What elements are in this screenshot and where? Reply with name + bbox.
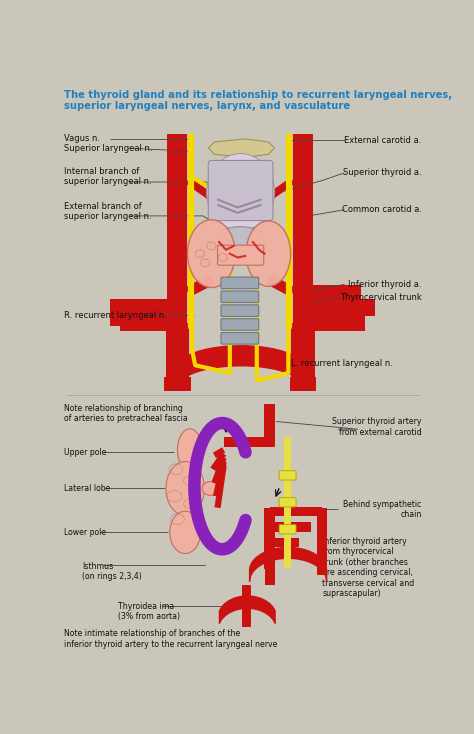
FancyBboxPatch shape: [166, 323, 189, 377]
FancyBboxPatch shape: [242, 611, 251, 627]
Text: Superior thyroid a.: Superior thyroid a.: [343, 168, 421, 178]
FancyBboxPatch shape: [270, 507, 322, 516]
Text: Thyrocervical trunk: Thyrocervical trunk: [340, 293, 421, 302]
Polygon shape: [210, 452, 226, 471]
Text: The thyroid gland and its relationship to recurrent laryngeal nerves,
superior l: The thyroid gland and its relationship t…: [64, 90, 452, 112]
Polygon shape: [266, 275, 295, 297]
Text: Superior thyroid artery
from external carotid: Superior thyroid artery from external ca…: [332, 417, 421, 437]
Text: Common carotid a.: Common carotid a.: [342, 206, 421, 214]
Ellipse shape: [170, 511, 201, 553]
FancyBboxPatch shape: [221, 305, 259, 316]
FancyBboxPatch shape: [224, 437, 275, 447]
Text: L. recurrent laryngeal n.: L. recurrent laryngeal n.: [292, 359, 393, 368]
Text: Isthmus
(on rings 2,3,4): Isthmus (on rings 2,3,4): [82, 562, 142, 581]
Text: External carotid a.: External carotid a.: [344, 136, 421, 145]
Ellipse shape: [188, 219, 235, 288]
Polygon shape: [213, 461, 227, 497]
FancyBboxPatch shape: [279, 498, 296, 507]
FancyBboxPatch shape: [279, 525, 296, 534]
FancyBboxPatch shape: [270, 538, 299, 547]
FancyBboxPatch shape: [167, 134, 188, 323]
FancyBboxPatch shape: [317, 508, 327, 575]
FancyBboxPatch shape: [218, 245, 264, 265]
FancyBboxPatch shape: [313, 299, 374, 316]
Text: Lower pole: Lower pole: [64, 528, 106, 537]
FancyBboxPatch shape: [290, 377, 316, 390]
Text: Behind sympathetic
chain: Behind sympathetic chain: [343, 500, 421, 519]
Ellipse shape: [177, 429, 202, 471]
FancyBboxPatch shape: [264, 404, 275, 443]
Text: Internal branch of
superior laryngeal n.: Internal branch of superior laryngeal n.: [64, 167, 152, 186]
Text: External branch of
superior laryngeal n.: External branch of superior laryngeal n.: [64, 202, 152, 221]
Polygon shape: [185, 275, 215, 297]
Text: Thyroidea ima
(3% from aorta): Thyroidea ima (3% from aorta): [118, 602, 180, 621]
Text: Upper pole: Upper pole: [64, 448, 107, 457]
FancyBboxPatch shape: [164, 377, 191, 390]
FancyBboxPatch shape: [264, 508, 275, 570]
Polygon shape: [214, 465, 227, 508]
FancyBboxPatch shape: [292, 323, 315, 377]
FancyBboxPatch shape: [208, 161, 273, 220]
FancyBboxPatch shape: [221, 333, 259, 344]
Ellipse shape: [217, 227, 264, 250]
FancyBboxPatch shape: [110, 312, 124, 326]
FancyBboxPatch shape: [221, 277, 259, 288]
Text: Lateral lobe: Lateral lobe: [64, 484, 110, 493]
FancyBboxPatch shape: [242, 585, 251, 617]
Polygon shape: [213, 447, 225, 458]
FancyBboxPatch shape: [270, 523, 310, 531]
FancyBboxPatch shape: [313, 315, 365, 330]
FancyBboxPatch shape: [284, 437, 292, 568]
FancyBboxPatch shape: [221, 291, 259, 302]
Ellipse shape: [166, 462, 204, 515]
Text: Vagus n.: Vagus n.: [64, 134, 100, 143]
Text: Superior laryngeal n.: Superior laryngeal n.: [64, 144, 153, 153]
Text: Note relationship of branching
of arteries to pretracheal fascia: Note relationship of branching of arteri…: [64, 404, 188, 424]
FancyBboxPatch shape: [293, 134, 313, 323]
Polygon shape: [211, 457, 227, 484]
FancyBboxPatch shape: [279, 470, 296, 480]
Ellipse shape: [246, 221, 291, 286]
Text: Inferior thyroid artery
from thyrocervical
trunk (other branches
are ascending c: Inferior thyroid artery from thyrocervic…: [322, 537, 414, 598]
FancyBboxPatch shape: [110, 299, 167, 316]
Polygon shape: [260, 178, 295, 206]
FancyBboxPatch shape: [265, 562, 275, 585]
FancyBboxPatch shape: [221, 319, 259, 330]
Ellipse shape: [202, 482, 219, 495]
Ellipse shape: [207, 153, 274, 230]
Polygon shape: [208, 139, 274, 157]
Polygon shape: [185, 178, 220, 206]
Text: R. recurrent laryngeal n.: R. recurrent laryngeal n.: [64, 310, 167, 320]
Text: Note intimate relationship of branches of the
inferior thyroid artery to the rec: Note intimate relationship of branches o…: [64, 629, 278, 649]
FancyBboxPatch shape: [313, 286, 361, 299]
FancyBboxPatch shape: [120, 315, 167, 330]
FancyBboxPatch shape: [313, 296, 349, 308]
Text: Inferior thyroid a.: Inferior thyroid a.: [348, 280, 421, 289]
